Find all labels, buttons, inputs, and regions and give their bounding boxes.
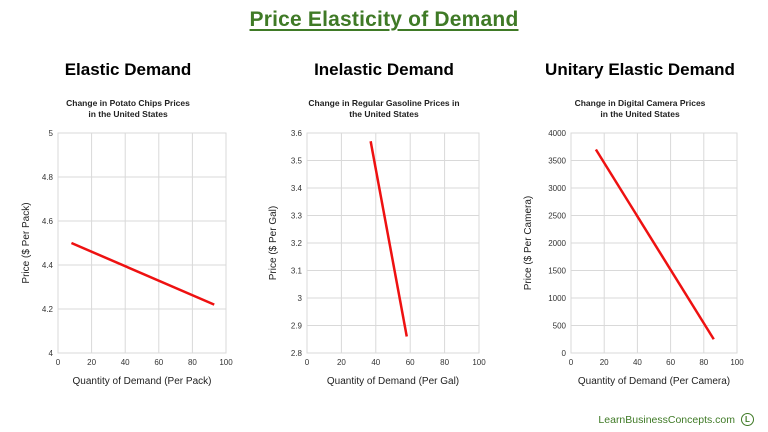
y-tick-label: 2500 xyxy=(548,212,566,221)
x-tick-label: 0 xyxy=(305,358,310,367)
y-tick-label: 3.5 xyxy=(291,157,303,166)
x-tick-label: 60 xyxy=(406,358,415,367)
plot-border xyxy=(306,132,480,354)
y-tick-label: 4.8 xyxy=(42,173,54,182)
inelastic-demand-panel: Inelastic Demand Change in Regular Gasol… xyxy=(256,60,512,400)
y-axis-label: Price ($ Per Gal) xyxy=(268,206,279,280)
y-tick-label: 4.6 xyxy=(42,217,54,226)
site-credit: LearnBusinessConcepts.com xyxy=(598,413,735,426)
chart-title-line: in the United States xyxy=(600,109,680,119)
page-title: Price Elasticity of Demand xyxy=(249,8,519,31)
y-tick-label: 5 xyxy=(49,129,54,138)
plot-border xyxy=(570,132,738,354)
y-tick-label: 0 xyxy=(562,349,567,358)
x-tick-label: 80 xyxy=(440,358,449,367)
demand-curve-line xyxy=(70,241,215,306)
x-axis-label: Quantity of Demand (Per Pack) xyxy=(73,376,212,387)
y-tick-label: 3.3 xyxy=(291,212,303,221)
demand-curve-line xyxy=(594,148,715,340)
x-axis-label: Quantity of Demand (Per Gal) xyxy=(327,376,459,387)
y-tick-label: 4000 xyxy=(548,129,566,138)
demand-curve-line xyxy=(369,141,408,337)
chart-title-line: in the United States xyxy=(88,109,168,119)
x-tick-label: 60 xyxy=(154,358,163,367)
y-axis-label: Price ($ Per Pack) xyxy=(21,202,32,283)
chart-title: Change in Regular Gasoline Prices in the… xyxy=(256,98,512,120)
y-tick-label: 3.2 xyxy=(291,239,303,248)
inelastic-demand-chart: 0 20 40 60 80 100 2.8 2.9 3 3.1 3.2 3.3 3.4 3.5 3.6 Qua… xyxy=(268,129,486,387)
unitary-elastic-demand-chart: 0 20 40 60 80 1000500100015002000250030003500… xyxy=(523,129,744,387)
x-axis-label: Quantity of Demand (Per Camera) xyxy=(578,376,730,387)
y-tick-label: 1500 xyxy=(548,267,566,276)
y-tick-label: 2.8 xyxy=(291,349,303,358)
logo-icon: L xyxy=(741,413,754,426)
x-tick-label: 40 xyxy=(633,358,642,367)
chart-title-line: Change in Digital Camera Prices xyxy=(574,98,706,108)
chart-title: Change in Potato Chips Prices in the Uni… xyxy=(0,98,256,120)
y-tick-label: 3.1 xyxy=(291,267,303,276)
y-tick-label: 3000 xyxy=(548,184,566,193)
y-tick-label: 3500 xyxy=(548,157,566,166)
x-tick-label: 100 xyxy=(219,358,233,367)
y-tick-label: 3.4 xyxy=(291,184,303,193)
y-tick-label: 500 xyxy=(553,322,567,331)
x-tick-label: 80 xyxy=(699,358,708,367)
y-tick-label: 4.4 xyxy=(42,261,54,270)
x-tick-label: 60 xyxy=(666,358,675,367)
y-tick-label: 2.9 xyxy=(291,322,303,331)
x-tick-label: 0 xyxy=(569,358,574,367)
y-tick-label: 4.2 xyxy=(42,305,54,314)
y-tick-label: 1000 xyxy=(548,294,566,303)
x-tick-label: 0 xyxy=(56,358,61,367)
footer: LearnBusinessConcepts.com L xyxy=(598,413,754,426)
x-tick-label: 100 xyxy=(472,358,486,367)
x-tick-label: 40 xyxy=(121,358,130,367)
x-tick-label: 20 xyxy=(600,358,609,367)
chart-title: Change in Digital Camera Prices in the U… xyxy=(512,98,768,120)
elastic-demand-panel: Elastic Demand Change in Potato Chips Pr… xyxy=(0,60,256,400)
x-tick-label: 40 xyxy=(371,358,380,367)
panel-heading: Unitary Elastic Demand xyxy=(545,60,735,79)
plot-border xyxy=(57,132,227,354)
panel-heading: Inelastic Demand xyxy=(314,60,454,79)
y-axis-label: Price ($ Per Camera) xyxy=(523,196,534,290)
x-tick-label: 80 xyxy=(188,358,197,367)
unitary-elastic-demand-panel: Unitary Elastic Demand Change in Digital… xyxy=(512,60,768,400)
y-tick-label: 3.6 xyxy=(291,129,303,138)
y-tick-label: 2000 xyxy=(548,239,566,248)
x-tick-label: 100 xyxy=(730,358,744,367)
x-tick-label: 20 xyxy=(87,358,96,367)
y-tick-label: 4 xyxy=(49,349,54,358)
chart-title-line: the United States xyxy=(349,109,419,119)
panel-heading: Elastic Demand xyxy=(64,60,192,79)
y-tick-label: 3 xyxy=(298,294,303,303)
x-tick-label: 20 xyxy=(337,358,346,367)
chart-title-line: Change in Regular Gasoline Prices in xyxy=(308,98,460,108)
chart-title-line: Change in Potato Chips Prices xyxy=(66,98,190,108)
elastic-demand-chart: 0 20 40 60 80 100 4 4.2 4.4 4.6 4.8 5 Quantity of De… xyxy=(21,129,233,387)
